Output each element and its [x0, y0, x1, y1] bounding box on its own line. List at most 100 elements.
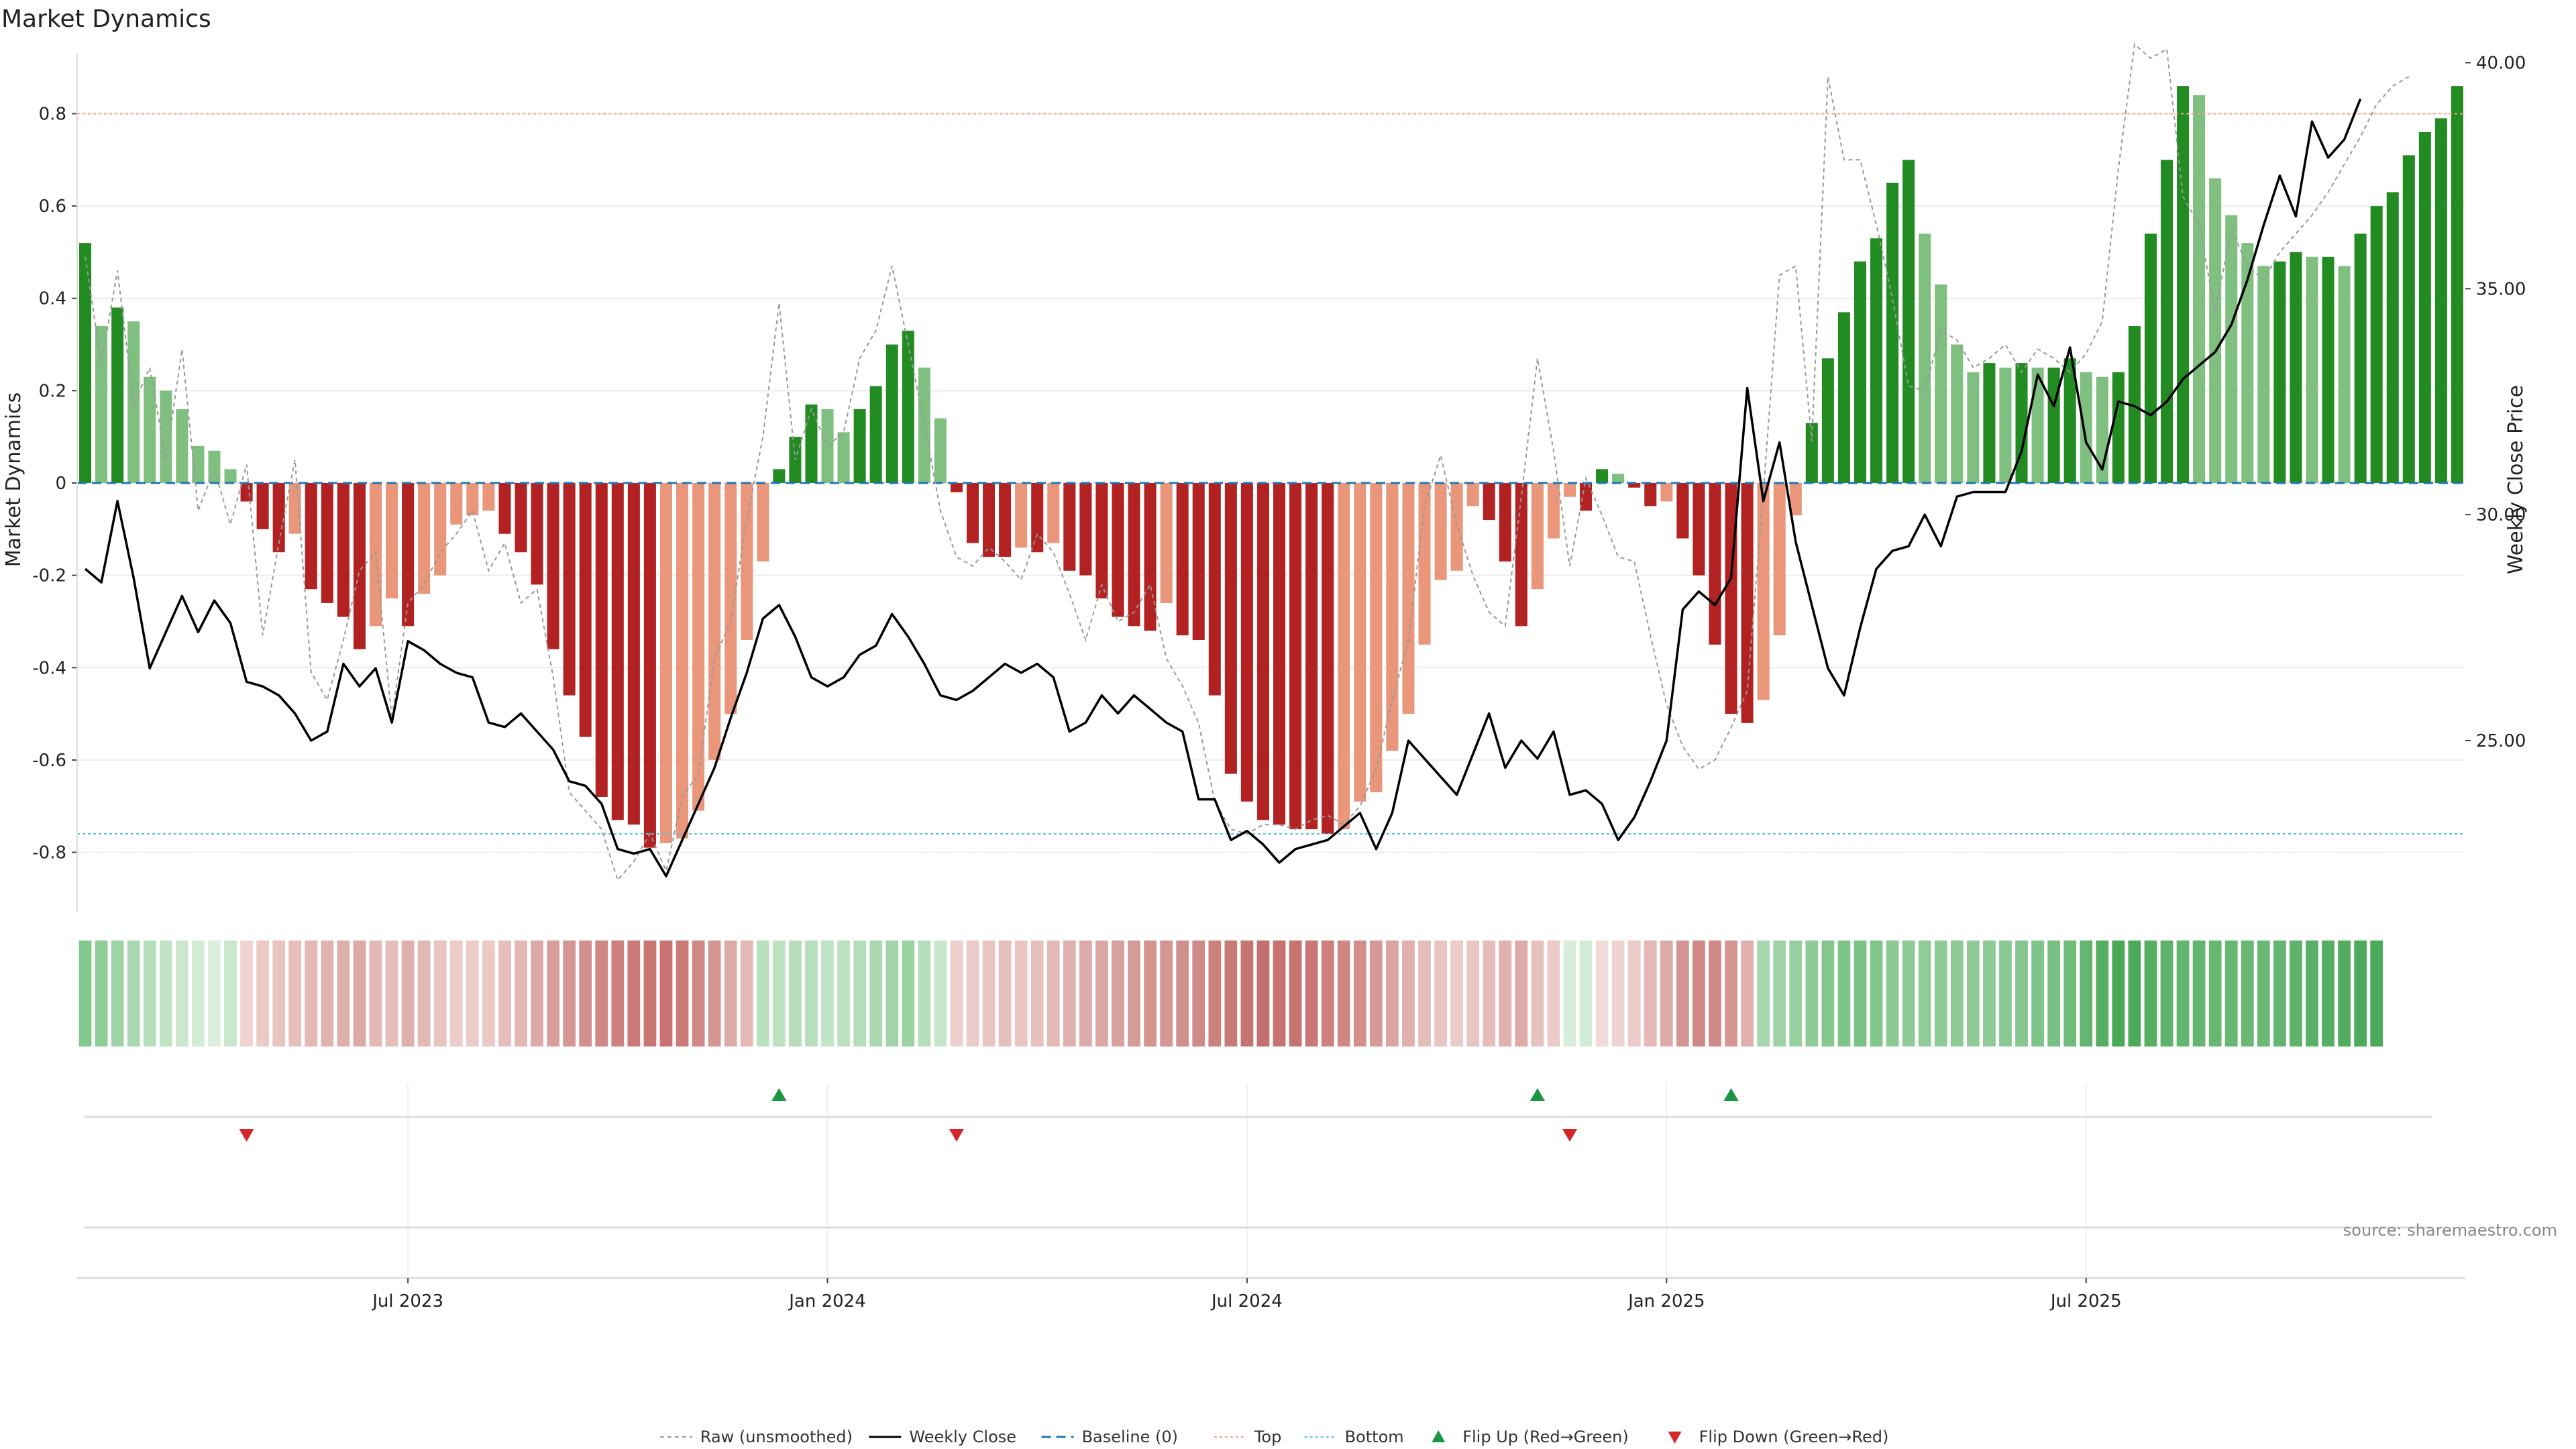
momentum-bar	[2402, 155, 2415, 484]
regime-cell	[2338, 941, 2351, 1046]
momentum-bar	[1563, 483, 1576, 497]
regime-cell	[1144, 941, 1157, 1046]
regime-cell	[515, 941, 527, 1046]
momentum-bar	[1531, 483, 1544, 590]
regime-cell	[579, 941, 592, 1046]
regime-cell	[1208, 941, 1222, 1046]
momentum-bar	[1305, 483, 1318, 830]
regime-cell	[127, 941, 140, 1046]
regime-cell	[498, 941, 511, 1046]
momentum-bar	[579, 483, 592, 737]
momentum-bar	[805, 405, 818, 483]
momentum-bar	[1789, 483, 1802, 516]
momentum-bar	[1095, 483, 1108, 599]
regime-cell	[1095, 941, 1108, 1046]
legend-swatch	[1668, 1432, 1682, 1444]
momentum-bar	[79, 243, 92, 483]
regime-cell	[821, 941, 834, 1046]
regime-cell	[837, 941, 850, 1046]
regime-cell	[2176, 941, 2190, 1046]
momentum-bar	[1128, 483, 1140, 627]
momentum-bar	[2209, 178, 2222, 483]
momentum-bar	[2144, 233, 2157, 483]
regime-cell	[1563, 941, 1576, 1046]
flip-down-marker	[1562, 1129, 1577, 1142]
momentum-bar	[999, 483, 1012, 557]
regime-cell	[321, 941, 334, 1046]
momentum-bar	[821, 409, 834, 483]
axes: 0.8 0.6 0.4 0.2 0 -0.2 -0.4 -0.6 -0.8 40.00 35.00 3…	[32, 53, 2526, 912]
regime-cell	[1611, 941, 1625, 1046]
regime-cell	[1112, 941, 1124, 1046]
y-tick-label-left: 0.8	[39, 104, 66, 124]
momentum-bar	[1483, 483, 1495, 521]
momentum-bar	[2451, 86, 2463, 483]
momentum-bar	[1919, 233, 1931, 483]
momentum-bar	[1757, 483, 1770, 700]
regime-cell	[1693, 941, 1705, 1046]
regime-cell	[272, 941, 286, 1046]
regime-cell	[595, 941, 608, 1046]
regime-cell	[1627, 941, 1641, 1046]
momentum-bar	[934, 418, 947, 483]
momentum-bar	[2322, 256, 2334, 483]
momentum-bar	[305, 483, 317, 590]
regime-cell	[772, 941, 786, 1046]
regime-cell	[918, 941, 931, 1046]
y-tick-label-left: 0.2	[39, 381, 66, 401]
regime-cell	[1289, 941, 1302, 1046]
regime-cell	[1595, 941, 1609, 1046]
momentum-bar	[2241, 243, 2254, 483]
x-tick-label: Jan 2025	[1627, 1291, 1705, 1311]
momentum-bar	[1370, 483, 1383, 793]
regime-cell	[1434, 941, 1447, 1046]
momentum-bar	[2193, 95, 2206, 483]
regime-cell	[1160, 941, 1173, 1046]
momentum-bar	[1386, 483, 1399, 751]
regime-cell	[756, 941, 769, 1046]
regime-cell	[1337, 941, 1350, 1046]
regime-cell	[1886, 941, 1899, 1046]
x-tick-label: Jul 2023	[371, 1291, 443, 1311]
momentum-bar	[2370, 206, 2383, 483]
regime-cell	[1063, 941, 1076, 1046]
momentum-bar	[757, 483, 769, 561]
regime-cell	[482, 941, 495, 1046]
regime-cell	[417, 941, 431, 1046]
regime-cell	[1450, 941, 1464, 1046]
regime-cell	[1547, 941, 1560, 1046]
regime-cell	[950, 941, 963, 1046]
regime-cell	[2128, 941, 2141, 1046]
momentum-bar	[1224, 483, 1237, 774]
regime-cell	[998, 941, 1012, 1046]
momentum-bar	[1031, 483, 1044, 553]
momentum-bar	[2047, 367, 2060, 483]
regime-cell	[885, 941, 899, 1046]
regime-cell	[1353, 941, 1366, 1046]
regime-cell	[2031, 941, 2044, 1046]
momentum-bar	[1580, 483, 1593, 511]
regime-cell	[1983, 941, 1996, 1046]
regime-cell	[1902, 941, 1915, 1046]
legend-swatch	[1432, 1430, 1446, 1442]
legend-label: Baseline (0)	[1082, 1428, 1178, 1446]
momentum-bar	[2290, 252, 2302, 483]
y-tick-label-right: 25.00	[2476, 731, 2526, 751]
momentum-bar	[1208, 483, 1221, 696]
y-tick-label-left: -0.2	[32, 566, 66, 586]
regime-cell	[966, 941, 979, 1046]
regime-cell	[143, 941, 156, 1046]
momentum-bar	[1338, 483, 1350, 830]
momentum-bar	[595, 483, 608, 797]
momentum-bar	[1322, 483, 1334, 835]
momentum-bar	[966, 483, 979, 543]
regime-cell	[643, 941, 657, 1046]
regime-cell	[2273, 941, 2286, 1046]
regime-cell	[2192, 941, 2206, 1046]
regime-cell	[1192, 941, 1205, 1046]
regime-cell	[740, 941, 753, 1046]
regime-cell	[708, 941, 721, 1046]
momentum-bar	[1967, 372, 1980, 483]
momentum-bar	[547, 483, 559, 649]
regime-cell	[385, 941, 398, 1046]
